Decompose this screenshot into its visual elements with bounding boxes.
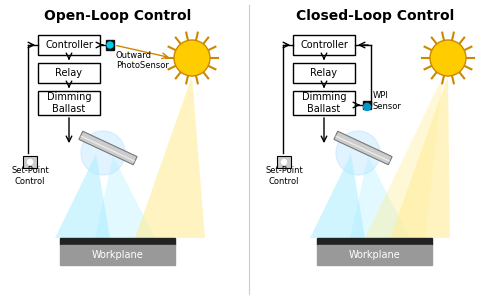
Circle shape xyxy=(430,40,466,76)
Bar xyxy=(363,101,371,109)
FancyBboxPatch shape xyxy=(38,35,100,55)
Circle shape xyxy=(174,40,210,76)
Polygon shape xyxy=(79,131,137,165)
Bar xyxy=(60,238,176,245)
Text: WPI
Sensor: WPI Sensor xyxy=(373,91,402,111)
Text: Controller: Controller xyxy=(45,40,93,50)
Circle shape xyxy=(81,131,125,175)
Polygon shape xyxy=(335,135,390,162)
Text: Controller: Controller xyxy=(300,40,348,50)
Polygon shape xyxy=(390,76,450,238)
Text: Set-Point
Control: Set-Point Control xyxy=(11,166,49,186)
Polygon shape xyxy=(365,76,443,238)
Bar xyxy=(277,156,291,168)
Polygon shape xyxy=(80,135,135,162)
Polygon shape xyxy=(310,154,365,238)
Polygon shape xyxy=(55,154,110,238)
Circle shape xyxy=(363,103,370,111)
Polygon shape xyxy=(135,76,205,238)
Circle shape xyxy=(336,131,380,175)
Circle shape xyxy=(107,42,113,48)
Text: Workplane: Workplane xyxy=(92,250,144,260)
FancyBboxPatch shape xyxy=(293,63,355,83)
Circle shape xyxy=(281,159,286,164)
Bar xyxy=(60,245,176,265)
Text: Relay: Relay xyxy=(310,68,337,78)
FancyBboxPatch shape xyxy=(293,91,355,115)
FancyBboxPatch shape xyxy=(38,63,100,83)
Polygon shape xyxy=(334,131,392,165)
Text: Dimming
Ballast: Dimming Ballast xyxy=(47,92,91,114)
Bar xyxy=(317,238,433,245)
FancyBboxPatch shape xyxy=(293,35,355,55)
Text: Closed-Loop Control: Closed-Loop Control xyxy=(296,9,454,23)
Text: Set-Point
Control: Set-Point Control xyxy=(265,166,303,186)
Polygon shape xyxy=(350,156,410,238)
Text: Relay: Relay xyxy=(55,68,82,78)
Bar xyxy=(106,40,114,50)
Text: Open-Loop Control: Open-Loop Control xyxy=(44,9,192,23)
Circle shape xyxy=(27,159,32,164)
Text: Workplane: Workplane xyxy=(349,250,401,260)
Bar xyxy=(317,245,433,265)
Bar xyxy=(23,156,37,168)
Text: Dimming
Ballast: Dimming Ballast xyxy=(302,92,346,114)
FancyBboxPatch shape xyxy=(38,91,100,115)
Polygon shape xyxy=(95,156,155,238)
Text: Outward
PhotoSensor: Outward PhotoSensor xyxy=(116,51,169,70)
